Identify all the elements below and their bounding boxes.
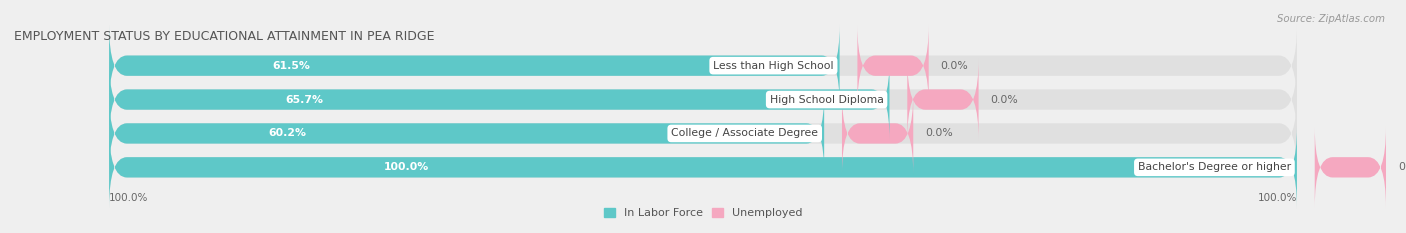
Text: 0.0%: 0.0% bbox=[990, 95, 1018, 105]
Text: EMPLOYMENT STATUS BY EDUCATIONAL ATTAINMENT IN PEA RIDGE: EMPLOYMENT STATUS BY EDUCATIONAL ATTAINM… bbox=[14, 30, 434, 43]
FancyBboxPatch shape bbox=[110, 93, 824, 174]
FancyBboxPatch shape bbox=[1315, 127, 1386, 208]
Text: 0.0%: 0.0% bbox=[941, 61, 969, 71]
FancyBboxPatch shape bbox=[110, 25, 839, 106]
FancyBboxPatch shape bbox=[110, 25, 1296, 106]
Text: 60.2%: 60.2% bbox=[269, 128, 307, 138]
FancyBboxPatch shape bbox=[110, 127, 1296, 208]
FancyBboxPatch shape bbox=[858, 25, 929, 106]
Text: Source: ZipAtlas.com: Source: ZipAtlas.com bbox=[1277, 14, 1385, 24]
Text: 100.0%: 100.0% bbox=[110, 193, 149, 203]
FancyBboxPatch shape bbox=[907, 59, 979, 140]
FancyBboxPatch shape bbox=[110, 59, 1296, 140]
Text: College / Associate Degree: College / Associate Degree bbox=[671, 128, 818, 138]
Text: 100.0%: 100.0% bbox=[384, 162, 429, 172]
Text: 100.0%: 100.0% bbox=[1257, 193, 1296, 203]
Text: 61.5%: 61.5% bbox=[273, 61, 311, 71]
Text: High School Diploma: High School Diploma bbox=[769, 95, 883, 105]
Text: Less than High School: Less than High School bbox=[713, 61, 834, 71]
FancyBboxPatch shape bbox=[110, 59, 890, 140]
Text: 0.0%: 0.0% bbox=[1398, 162, 1406, 172]
Text: 0.0%: 0.0% bbox=[925, 128, 953, 138]
Legend: In Labor Force, Unemployed: In Labor Force, Unemployed bbox=[603, 208, 803, 218]
Text: 65.7%: 65.7% bbox=[285, 95, 323, 105]
FancyBboxPatch shape bbox=[842, 93, 914, 174]
FancyBboxPatch shape bbox=[110, 93, 1296, 174]
Text: Bachelor's Degree or higher: Bachelor's Degree or higher bbox=[1137, 162, 1291, 172]
FancyBboxPatch shape bbox=[110, 127, 1296, 208]
